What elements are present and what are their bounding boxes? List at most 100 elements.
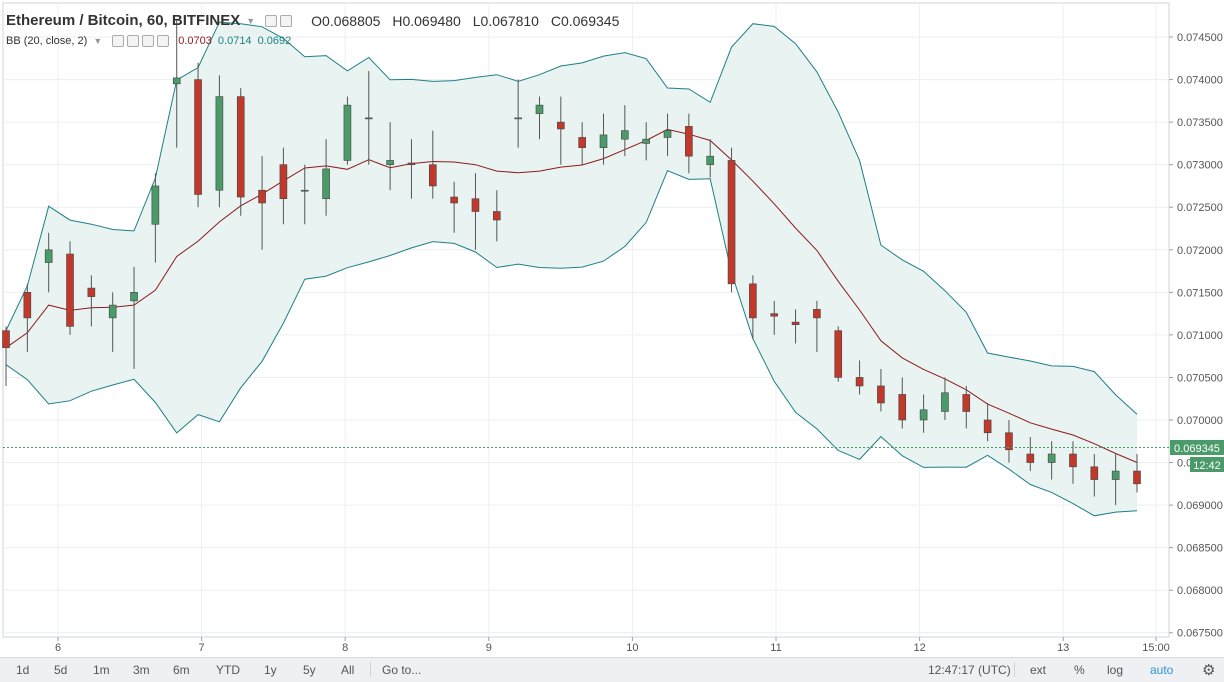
candles <box>2 20 1141 506</box>
candle-body <box>727 160 736 285</box>
x-tick-label: 9 <box>486 642 492 654</box>
band-fill <box>6 22 1137 516</box>
x-tick-label: 13 <box>1057 642 1069 654</box>
candle-body <box>514 117 522 120</box>
candle-body <box>599 134 608 148</box>
y-tick-label: 0.073000 <box>1177 160 1223 172</box>
range-1d[interactable]: 1d <box>16 663 30 677</box>
candle-body <box>834 330 843 378</box>
y-tick-label: 0.072500 <box>1177 202 1223 214</box>
range-1y[interactable]: 1y <box>264 663 277 677</box>
candle-body <box>23 292 32 319</box>
candle-body <box>1133 470 1141 485</box>
candle-body <box>877 385 885 404</box>
last-price-tag <box>1170 440 1224 455</box>
y-tick-label: 0.067500 <box>1177 628 1223 640</box>
candle-body <box>364 117 373 120</box>
y-tick-label: 0.068000 <box>1177 585 1223 597</box>
upper-band-line <box>5 21 1138 415</box>
bb-upper-value: 0.0714 <box>217 35 252 47</box>
candle-body <box>1026 453 1035 463</box>
candle-body <box>621 130 629 140</box>
y-tick-label: 0.071500 <box>1177 287 1223 299</box>
chevron-down-icon[interactable]: ▼ <box>93 36 103 46</box>
ohlc-values: O0.068805 H0.069480 L0.067810 C0.069345 <box>311 12 620 29</box>
candle-body <box>749 283 757 319</box>
y-tick-label: 0.071000 <box>1177 330 1223 342</box>
candle-body <box>962 394 971 412</box>
candle-body <box>44 249 53 263</box>
candle-body <box>172 77 181 85</box>
candle-body <box>194 79 202 195</box>
candle-body <box>428 164 437 187</box>
range-ytd[interactable]: YTD <box>216 663 240 677</box>
close-value: 0.069345 <box>560 12 620 29</box>
indicator-legend: BB (20, close, 2) ▼ 0.0703 0.0714 0.0692 <box>6 35 291 47</box>
candle-body <box>236 96 245 198</box>
range-6m[interactable]: 6m <box>173 663 190 677</box>
settings-icon[interactable] <box>127 35 140 47</box>
symbol-legend: Ethereum / Bitcoin, 60, BITFINEX ▼ O0.06… <box>6 12 619 29</box>
low-value: 0.067810 <box>480 12 539 29</box>
y-tick-label: 0.072000 <box>1177 245 1223 257</box>
bollinger-bands <box>5 21 1138 517</box>
candle-body <box>215 96 224 191</box>
time-axis[interactable]: 6 7 8 9 10 11 12 13 15:00 <box>55 637 1170 654</box>
candle-body <box>1111 470 1120 480</box>
candle-body <box>87 287 96 297</box>
divider <box>1014 662 1015 677</box>
candle-body <box>642 138 650 144</box>
chevron-down-icon[interactable]: ▼ <box>246 15 256 26</box>
candle-body <box>471 198 480 212</box>
candle-body <box>578 137 586 148</box>
candle-body <box>770 313 779 317</box>
candle-body <box>1090 466 1099 480</box>
indicator-name[interactable]: BB (20, close, 2) <box>6 35 88 47</box>
candle-body <box>151 185 160 225</box>
close-icon[interactable] <box>157 35 170 47</box>
price-axis[interactable]: 0.074500 0.074000 0.073500 0.073000 0.072500… <box>1169 32 1223 640</box>
bb-basis-value: 0.0703 <box>178 35 212 47</box>
candle-body <box>706 155 715 165</box>
hide-icon[interactable] <box>280 14 293 27</box>
range-all[interactable]: All <box>341 663 355 677</box>
candle-body <box>983 419 992 434</box>
add-icon[interactable] <box>142 35 155 47</box>
symbol-title[interactable]: Ethereum / Bitcoin, 60, BITFINEX <box>6 12 241 29</box>
range-1m[interactable]: 1m <box>93 663 110 677</box>
settings-icon[interactable] <box>265 14 278 27</box>
candle-body <box>2 330 10 348</box>
goto-button[interactable]: Go to... <box>382 663 422 677</box>
bottom-toolbar: 1d 5d 1m 3m 6m YTD 1y 5y All Go to... 12… <box>0 657 1224 682</box>
candle-body <box>343 104 352 161</box>
countdown-tag <box>1190 457 1224 472</box>
candle-body <box>300 189 309 192</box>
toggle-auto[interactable]: auto <box>1150 663 1174 677</box>
eye-icon[interactable] <box>112 35 125 47</box>
divider <box>370 662 371 677</box>
y-tick-label: 0.070000 <box>1177 415 1223 427</box>
price-chart[interactable]: 0.074500 0.074000 0.073500 0.073000 0.072500… <box>0 0 1224 657</box>
candle-body <box>685 126 693 157</box>
toggle-log[interactable]: log <box>1107 663 1124 677</box>
lower-band-line <box>5 170 1138 517</box>
candle-body <box>108 304 117 319</box>
bb-lower-value: 0.0692 <box>257 35 292 47</box>
candle-body <box>1005 432 1013 451</box>
candle-body <box>813 309 821 319</box>
candle-body <box>535 104 544 114</box>
gear-icon[interactable]: ⚙ <box>1202 662 1216 679</box>
toggle-ext[interactable]: ext <box>1030 663 1047 677</box>
range-3m[interactable]: 3m <box>133 663 150 677</box>
candle-body <box>279 164 288 200</box>
range-5y[interactable]: 5y <box>303 663 316 677</box>
utc-clock[interactable]: 12:47:17 (UTC) <box>928 663 1011 677</box>
y-tick-label: 0.070500 <box>1177 372 1223 384</box>
candle-body <box>557 121 565 130</box>
x-tick-label: 8 <box>342 642 348 654</box>
x-tick-label: 6 <box>55 642 61 654</box>
range-5d[interactable]: 5d <box>54 663 68 677</box>
x-tick-label: 12 <box>913 642 925 654</box>
y-tick-label: 0.073500 <box>1177 117 1223 129</box>
toggle-percent[interactable]: % <box>1074 663 1085 677</box>
